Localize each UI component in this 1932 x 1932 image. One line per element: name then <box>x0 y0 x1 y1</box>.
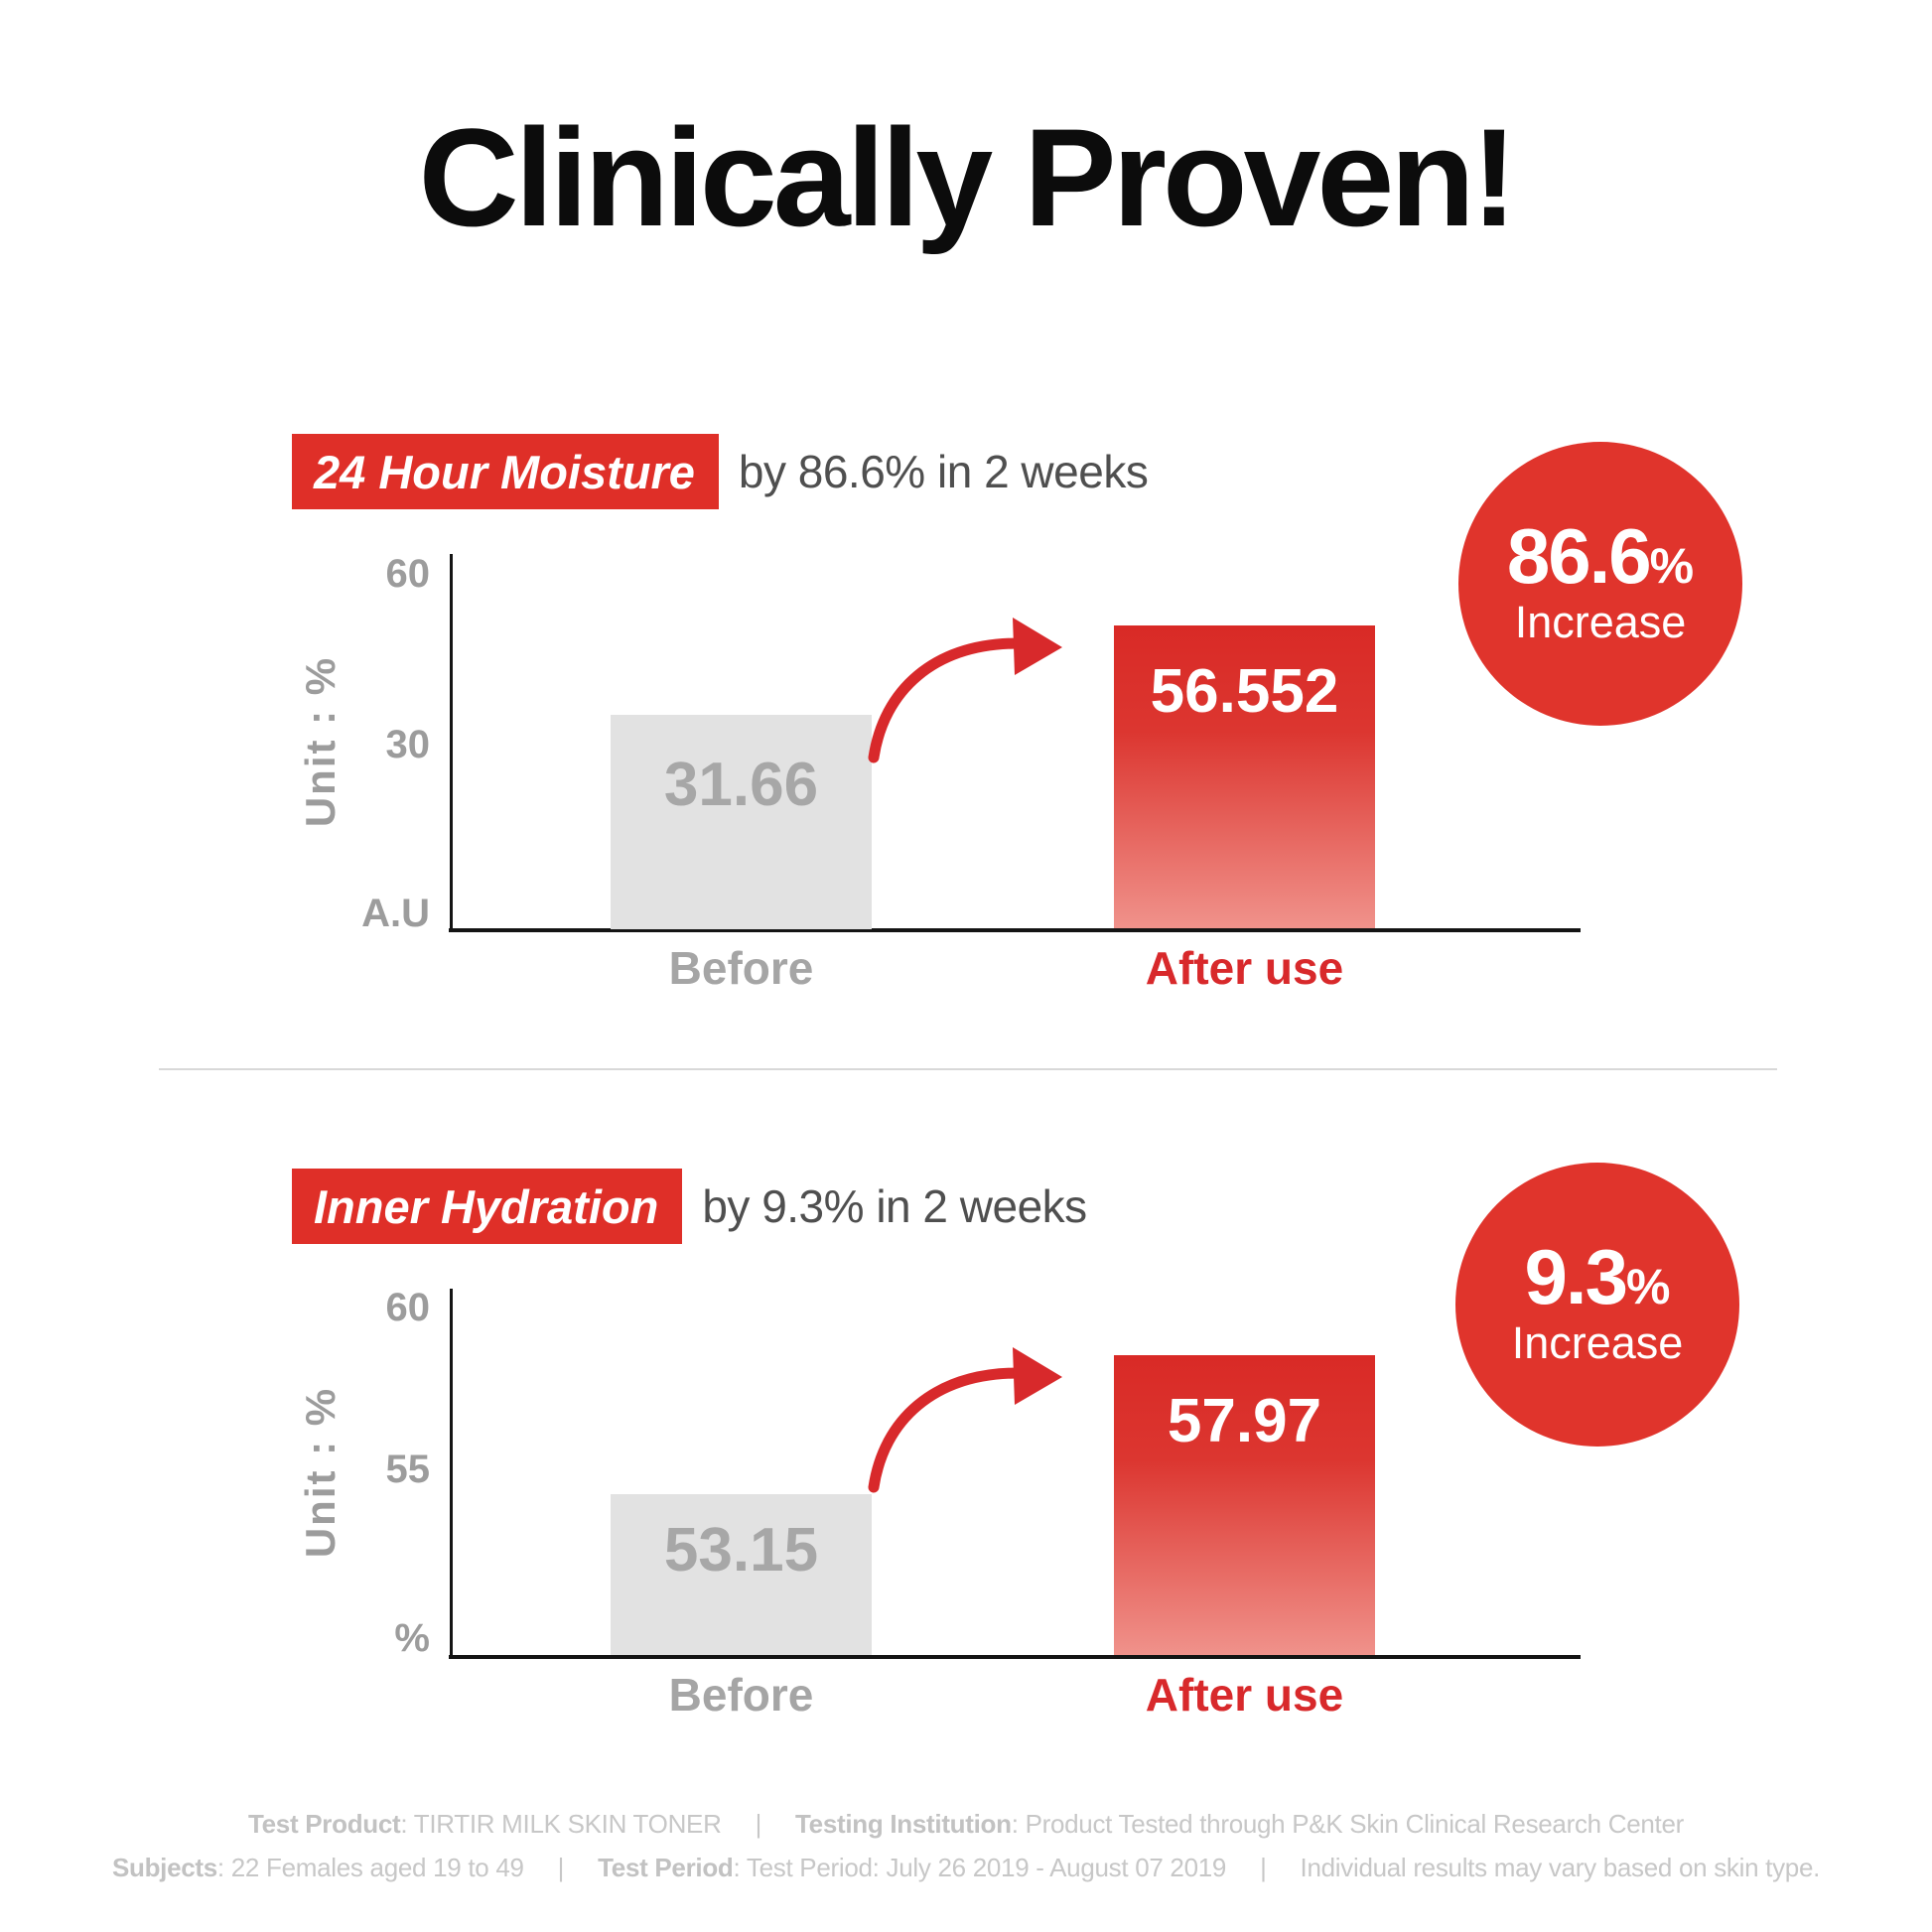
test-period-value: : Test Period: July 26 2019 - August 07 … <box>733 1853 1227 1882</box>
y-tick-percent: % <box>394 1616 430 1660</box>
test-product-label: Test Product <box>248 1809 401 1839</box>
subjects-label: Subjects <box>111 1853 217 1882</box>
after-use-label: After use <box>1145 1669 1344 1721</box>
before-bar: 53.15 <box>611 1494 872 1655</box>
before-label: Before <box>668 1669 814 1721</box>
after-bar-value: 56.552 <box>1150 657 1339 726</box>
increase-arrow-icon <box>868 618 1062 763</box>
x-axis-line <box>449 928 1581 932</box>
testing-institution-value: : Product Tested through P&K Skin Clinic… <box>1011 1809 1685 1839</box>
test-period-label: Test Period <box>598 1853 734 1882</box>
badge-percent: 9.3% <box>1524 1232 1671 1320</box>
footer-separator: | <box>1260 1853 1267 1882</box>
y-axis-line <box>450 1289 453 1658</box>
section-divider <box>159 1068 1777 1070</box>
y-tick-60: 60 <box>385 552 431 596</box>
footer-separator: | <box>557 1853 565 1882</box>
increase-badge: 9.3% Increase <box>1455 1163 1739 1447</box>
moisture-header-highlight-text: 24 Hour Moisture <box>314 446 695 498</box>
y-tick-au: A.U <box>361 892 430 935</box>
after-bar: 57.97 <box>1114 1355 1375 1655</box>
moisture-chart-header: 24 Hour Moisture by 86.6% in 2 weeks <box>292 434 1149 509</box>
moisture-header-highlight-box: 24 Hour Moisture <box>292 434 719 509</box>
y-axis-title: Unit : % <box>297 1386 344 1559</box>
badge-percent: 86.6% <box>1506 511 1695 600</box>
before-label: Before <box>668 942 814 994</box>
after-use-label: After use <box>1145 942 1344 994</box>
footer-separator: | <box>755 1809 762 1839</box>
hydration-header-rest-text: by 9.3% in 2 weeks <box>702 1180 1087 1232</box>
page-title: Clinically Proven! <box>418 99 1518 255</box>
footer-line-1: Test Product: TIRTIR MILK SKIN TONER | Tes… <box>0 1809 1932 1840</box>
y-tick-30: 30 <box>385 723 431 766</box>
before-bar-value: 53.15 <box>663 1516 819 1585</box>
after-bar-value: 57.97 <box>1167 1387 1322 1455</box>
hydration-chart-header: Inner Hydration by 9.3% in 2 weeks <box>292 1169 1087 1244</box>
before-bar: 31.66 <box>611 715 872 929</box>
before-bar-value: 31.66 <box>663 751 819 819</box>
test-product-value: : TIRTIR MILK SKIN TONER <box>400 1809 722 1839</box>
hydration-header-highlight-text: Inner Hydration <box>314 1180 659 1233</box>
badge-label: Increase <box>1511 1316 1684 1368</box>
subjects-value: : 22 Females aged 19 to 49 <box>216 1853 524 1882</box>
moisture-header-rest-text: by 86.6% in 2 weeks <box>738 446 1149 497</box>
increase-badge: 86.6% Increase <box>1458 442 1742 726</box>
after-bar: 56.552 <box>1114 625 1375 928</box>
badge-label: Increase <box>1514 596 1687 647</box>
y-tick-60: 60 <box>385 1286 431 1329</box>
y-axis-title: Unit : % <box>297 655 344 828</box>
x-axis-line <box>449 1655 1581 1659</box>
y-axis-line <box>450 554 453 931</box>
footer-line-2: Subjects: 22 Females aged 19 to 49 | Test … <box>0 1853 1932 1883</box>
testing-institution-label: Testing Institution <box>795 1809 1012 1839</box>
increase-arrow-icon <box>868 1347 1062 1493</box>
y-tick-55: 55 <box>385 1448 431 1491</box>
hydration-header-highlight-box: Inner Hydration <box>292 1169 683 1244</box>
footer-disclaimer: Individual results may vary based on ski… <box>1300 1853 1821 1882</box>
